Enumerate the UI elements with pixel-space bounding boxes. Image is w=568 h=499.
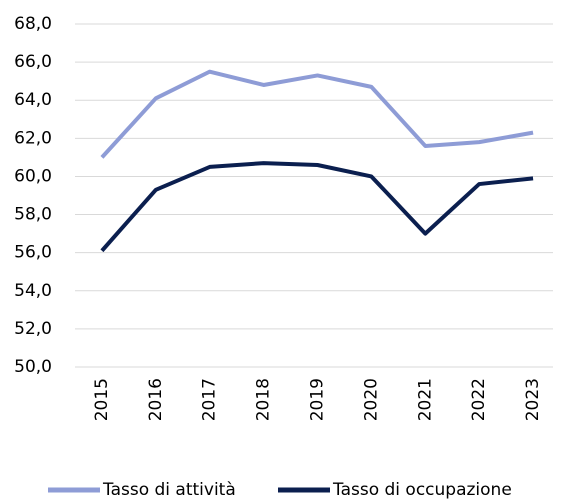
- x-tick-label: 2023: [523, 378, 543, 421]
- y-tick-label: 52,0: [14, 319, 52, 339]
- x-tick-label: 2019: [308, 378, 328, 421]
- x-tick-label: 2017: [200, 378, 220, 421]
- series-line: [100, 161, 534, 253]
- y-tick-label: 58,0: [14, 205, 52, 225]
- series-line: [100, 69, 534, 159]
- y-tick-label: 64,0: [14, 90, 52, 110]
- x-tick-label: 2020: [361, 378, 381, 421]
- y-tick-label: 66,0: [14, 52, 52, 72]
- x-tick-label: 2016: [146, 378, 166, 421]
- y-tick-label: 62,0: [14, 128, 52, 148]
- y-tick-label: 68,0: [14, 14, 52, 34]
- legend-label: Tasso di occupazione: [332, 480, 512, 499]
- y-tick-label: 60,0: [14, 166, 52, 186]
- y-tick-label: 54,0: [14, 281, 52, 301]
- legend-label: Tasso di attività: [102, 480, 236, 499]
- y-tick-label: 56,0: [14, 243, 52, 263]
- x-tick-label: 2022: [469, 378, 489, 421]
- x-tick-label: 2021: [415, 378, 435, 421]
- x-tick-label: 2015: [92, 378, 112, 421]
- y-tick-label: 50,0: [14, 357, 52, 377]
- x-tick-label: 2018: [254, 378, 274, 421]
